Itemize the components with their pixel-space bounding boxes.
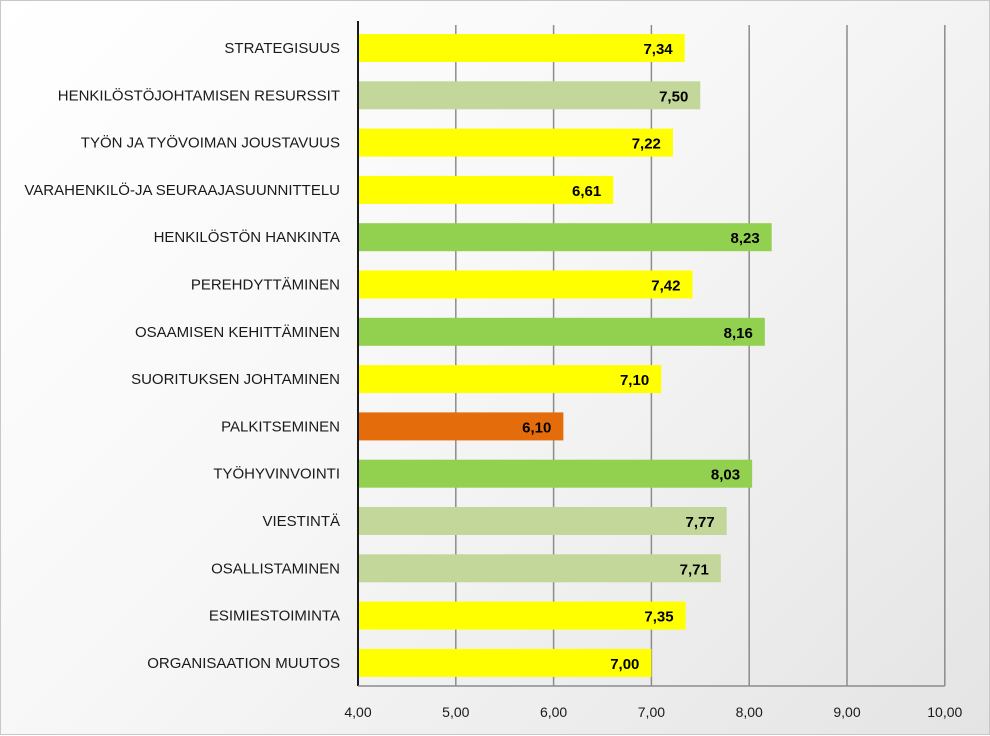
category-label: ORGANISAATION MUUTOS xyxy=(147,655,340,672)
data-label: 8,03 xyxy=(711,467,740,484)
category-label: PALKITSEMINEN xyxy=(221,418,340,435)
data-label: 7,71 xyxy=(680,561,709,578)
data-label: 7,00 xyxy=(610,656,639,673)
data-label: 7,50 xyxy=(659,88,688,105)
data-label: 7,22 xyxy=(632,136,661,153)
data-label: 6,61 xyxy=(572,183,601,200)
bar xyxy=(359,223,772,252)
category-labels: STRATEGISUUS HENKILÖSTÖJOHTAMISEN RESURSS… xyxy=(24,40,340,672)
bar xyxy=(359,554,721,583)
data-label: 7,77 xyxy=(686,514,715,531)
category-label: OSALLISTAMINEN xyxy=(211,560,340,577)
bar xyxy=(359,365,662,394)
value-labels: 7,34 7,50 7,22 6,61 8,23 7,42 8,16 7,10 6,10 8,03… xyxy=(522,41,760,673)
bar xyxy=(359,175,614,204)
x-tick-label: 5,00 xyxy=(442,704,469,720)
bar xyxy=(359,507,727,535)
category-label: VIESTINTÄ xyxy=(262,513,340,530)
bar xyxy=(359,81,701,110)
x-tick-label: 7,00 xyxy=(638,704,665,720)
bars xyxy=(359,34,772,677)
bar xyxy=(359,648,652,677)
bar xyxy=(359,459,753,488)
data-label: 8,23 xyxy=(730,230,759,247)
data-label: 7,34 xyxy=(643,41,673,58)
category-label: PEREHDYTTÄMINEN xyxy=(191,277,340,294)
gridlines xyxy=(455,25,946,686)
data-label: 7,10 xyxy=(620,372,649,389)
category-label: ESIMIESTOIMINTA xyxy=(209,608,340,625)
x-tick-label: 6,00 xyxy=(540,704,567,720)
x-tick-label: 10,00 xyxy=(927,704,962,720)
data-label: 8,16 xyxy=(724,325,753,342)
category-label: TYÖN JA TYÖVOIMAN JOUSTAVUUS xyxy=(81,134,340,152)
bar xyxy=(359,412,564,441)
category-label: VARAHENKILÖ-JA SEURAAJASUUNNITTELU xyxy=(24,181,340,199)
data-label: 6,10 xyxy=(522,419,551,436)
category-label: HENKILÖSTÖN HANKINTA xyxy=(154,228,340,246)
x-tick-label: 9,00 xyxy=(833,704,860,720)
category-label: SUORITUKSEN JOHTAMINEN xyxy=(131,371,340,388)
bar xyxy=(359,128,673,157)
category-label: TYÖHYVINVOINTI xyxy=(213,465,340,483)
category-label: OSAAMISEN KEHITTÄMINEN xyxy=(135,324,340,341)
category-label: HENKILÖSTÖJOHTAMISEN RESURSSIT xyxy=(58,86,340,104)
data-label: 7,42 xyxy=(651,278,680,295)
x-tick-label: 8,00 xyxy=(736,704,763,720)
bar xyxy=(359,34,685,62)
bar xyxy=(359,317,765,346)
category-label: STRATEGISUUS xyxy=(224,40,340,57)
x-axis: 4,00 5,00 6,00 7,00 8,00 9,00 10,00 xyxy=(344,21,963,720)
data-label: 7,35 xyxy=(644,609,673,626)
bar xyxy=(359,270,693,299)
x-tick-label: 4,00 xyxy=(344,704,371,720)
bar xyxy=(359,601,686,630)
